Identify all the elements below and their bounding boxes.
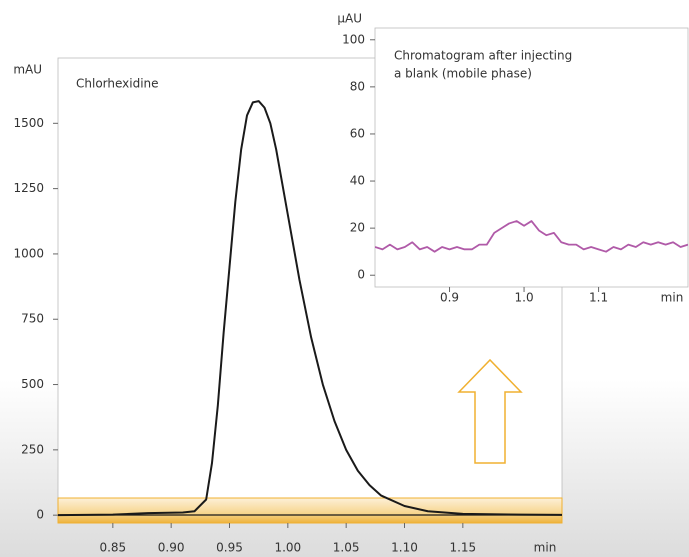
y-axis-label: mAU [13,63,42,77]
chart-title: Chlorhexidine [76,77,159,91]
y-tick-label: 750 [21,312,44,326]
x-tick-label: 0.90 [158,541,185,555]
y-tick-label: 1000 [13,246,44,260]
chart-title: a blank (mobile phase) [394,67,532,81]
zoom-band [57,497,563,524]
y-tick-label: 40 [350,174,365,188]
zoom-arrow [457,358,523,464]
x-tick-label: 1.0 [515,291,534,305]
plot-area [375,220,688,253]
y-axis-label: µAU [337,12,362,26]
inset-frame [374,27,689,288]
y-tick-label: 1500 [13,116,44,130]
x-tick-label: 1.15 [449,541,476,555]
y-tick-label: 60 [350,126,365,140]
inset-chart: 0 20 40 60 80 100 0.9 1.0 1.1 µAU min Chromatogram … [337,12,689,305]
x-tick-label: 1.1 [589,291,608,305]
data-line [375,220,688,253]
x-tick-label: 0.95 [216,541,243,555]
y-tick-label: 20 [350,221,365,235]
x-tick-label: 0.9 [440,291,459,305]
x-axis-label: min [534,541,557,555]
y-tick-label: 250 [21,442,44,456]
plot-area [58,100,562,517]
y-tick-label: 500 [21,377,44,391]
x-tick-label: 0.85 [99,541,126,555]
y-tick-label: 0 [36,508,44,522]
y-tick-label: 80 [350,79,365,93]
x-tick-label: 1.00 [274,541,301,555]
chart-title: Chromatogram after injecting [394,49,572,63]
x-axis-label: min [661,291,684,305]
data-line [58,100,562,517]
y-tick-label: 100 [342,32,365,46]
y-tick-label: 0 [357,268,365,282]
y-tick-label: 1250 [13,181,44,195]
x-tick-label: 1.10 [391,541,418,555]
x-tick-label: 1.05 [333,541,360,555]
